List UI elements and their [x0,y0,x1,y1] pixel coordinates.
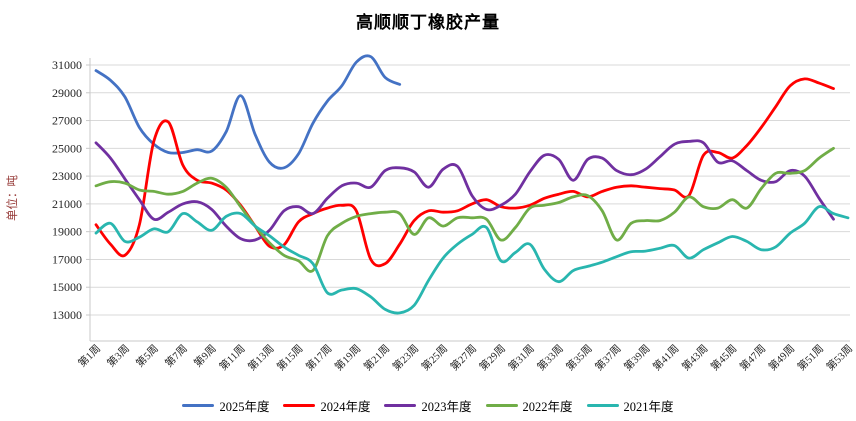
x-tick-label: 第45周 [708,342,739,373]
legend-label: 2022年度 [522,400,573,414]
y-tick-label: 19000 [52,225,82,239]
series-line-2022 [94,146,835,273]
legend-item-2021: 2021年度 [586,396,674,415]
x-tick-label: 第19周 [332,342,363,373]
x-tick-label: 第7周 [162,342,190,370]
x-tick-label: 第5周 [133,342,161,370]
x-tick-label: 第23周 [390,342,421,373]
x-tick-label: 第47周 [737,342,768,373]
y-tick-label: 29000 [52,86,82,100]
legend-label: 2024年度 [320,400,371,414]
legend-item-2024: 2024年度 [283,396,370,415]
series-line-2021 [94,205,850,315]
legend-label: 2023年度 [421,400,472,414]
x-tick-label: 第3周 [104,342,132,370]
x-tick-label: 第15周 [274,342,305,373]
x-tick-label: 第29周 [477,342,508,373]
x-tick-label: 第1周 [75,342,103,370]
legend-item-2025: 2025年度 [182,396,269,415]
y-tick-label: 27000 [52,114,82,128]
x-tick-label: 第37周 [592,342,623,373]
x-tick-label: 第41周 [650,342,681,373]
x-tick-label: 第53周 [824,342,855,373]
x-tick-label: 第27周 [448,342,479,373]
y-tick-label: 21000 [52,197,82,211]
series-line-2025 [94,54,402,170]
x-tick-label: 第21周 [361,342,392,373]
y-axis-title: 单位：吨 [5,175,19,221]
chart-legend: 2025年度 2024年度 2023年度 2022年度 2021年度 [0,396,856,415]
x-tick-label: 第11周 [217,342,248,373]
legend-line-swatch [384,403,417,408]
series-line-2023 [94,139,835,243]
x-tick-label: 第49周 [766,342,797,373]
legend-item-2022: 2022年度 [485,396,573,415]
x-tick-label: 第33周 [534,342,565,373]
y-tick-label: 17000 [52,252,82,266]
x-tick-label: 第31周 [506,342,537,373]
legend-item-2023: 2023年度 [384,396,472,415]
x-tick-label: 第35周 [563,342,594,373]
y-tick-label: 31000 [52,58,82,72]
y-tick-label: 23000 [52,169,82,183]
legend-line-swatch [283,403,316,408]
x-tick-label: 第43周 [679,342,710,373]
legend-label: 2025年度 [219,400,270,414]
y-tick-label: 25000 [52,141,82,155]
legend-line-swatch [182,403,215,408]
x-tick-label: 第25周 [419,342,450,373]
x-tick-label: 第51周 [795,342,826,373]
x-tick-label: 第13周 [245,342,276,373]
y-tick-label: 13000 [52,308,82,322]
legend-line-swatch [485,403,518,408]
legend-line-swatch [586,403,619,408]
legend-label: 2021年度 [623,400,674,414]
x-tick-label: 第17周 [303,342,334,373]
x-tick-label: 第39周 [621,342,652,373]
x-tick-label: 第9周 [191,342,219,370]
chart-title: 高顺顺丁橡胶产量 [356,13,500,32]
y-tick-label: 15000 [52,280,82,294]
